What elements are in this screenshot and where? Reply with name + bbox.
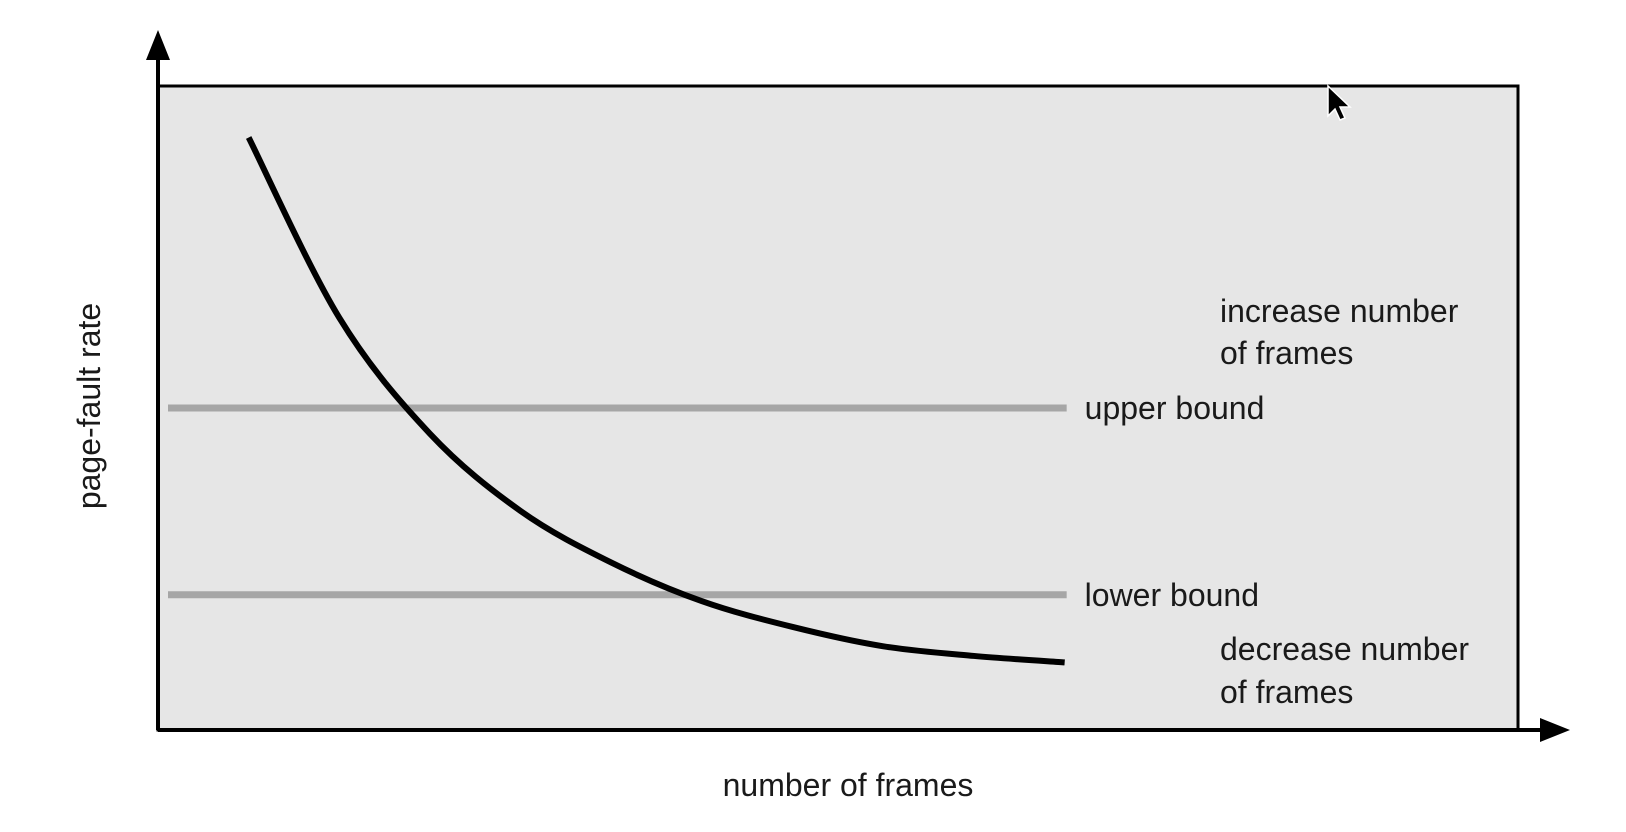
reference-lines: [168, 404, 1067, 599]
y-axis-label: page-fault rate: [71, 303, 107, 509]
upper-bound-label: upper bound: [1085, 390, 1265, 426]
y-axis-arrow: [146, 30, 170, 60]
increase-frames-line-1: increase number: [1220, 293, 1459, 329]
page-fault-curve: [245, 136, 1065, 666]
x-axis-label: number of frames: [723, 767, 974, 803]
increase-frames-line-2: of frames: [1220, 335, 1353, 371]
mouse-cursor-icon: [1327, 84, 1352, 121]
lower-bound-label: lower bound: [1085, 577, 1259, 613]
x-axis-arrow: [1540, 718, 1570, 742]
decrease-frames-line-1: decrease number: [1220, 631, 1469, 667]
decrease-frames-line-2: of frames: [1220, 674, 1353, 710]
